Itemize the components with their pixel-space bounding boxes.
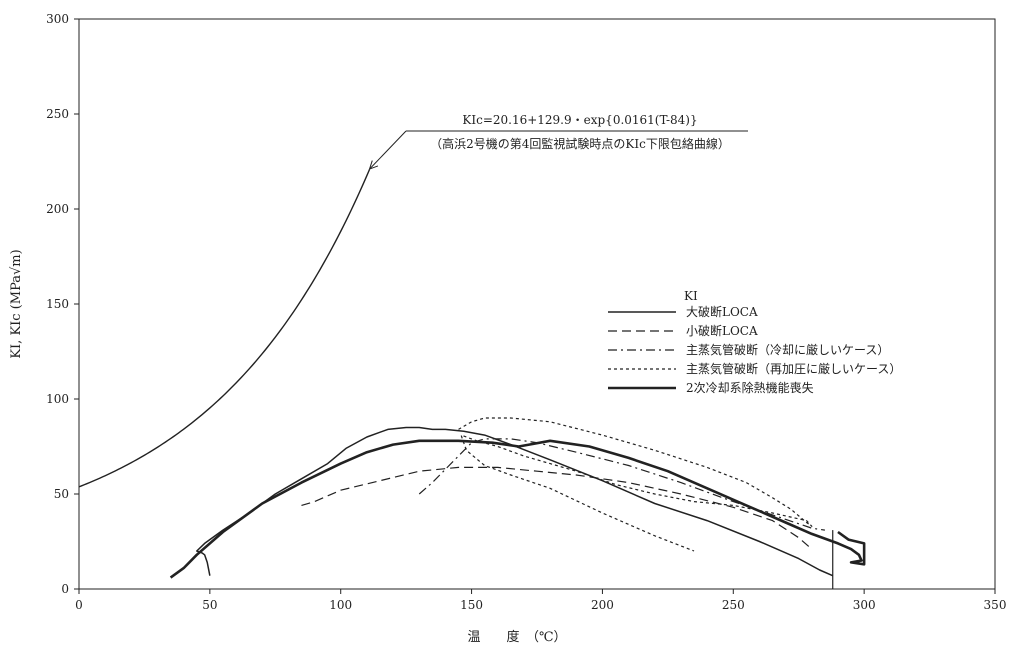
legend-label: 小破断LOCA bbox=[686, 323, 758, 338]
kic-curve-line bbox=[78, 169, 371, 488]
legend-label: 主蒸気管破断（冷却に厳しいケース） bbox=[686, 342, 889, 357]
y-tick-label: 150 bbox=[46, 297, 69, 311]
x-axis: 0 50 100 150 200 250 300 350 bbox=[75, 589, 1006, 612]
annotation-note: （高浜2号機の第4回監視試験時点のKIc下限包絡曲線） bbox=[430, 136, 730, 151]
y-axis: 0 50 100 150 200 250 300 bbox=[46, 12, 79, 596]
y-axis-title: KI, KIc (MPa√m) bbox=[9, 249, 24, 358]
series-line-1 bbox=[196, 426, 834, 577]
y-tick-label: 300 bbox=[46, 12, 69, 26]
x-tick-label: 200 bbox=[591, 598, 614, 612]
legend: KI 大破断LOCA 小破断LOCA 主蒸気管破断（冷却に厳しいケース） 主蒸気管破断… bbox=[608, 289, 901, 395]
y-tick-label: 0 bbox=[61, 582, 69, 596]
y-tick-label: 50 bbox=[54, 487, 69, 501]
series-layer bbox=[78, 169, 866, 589]
x-tick-label: 150 bbox=[460, 598, 483, 612]
x-tick-label: 250 bbox=[722, 598, 745, 612]
series-line-5 bbox=[169, 439, 866, 579]
series-line-3 bbox=[418, 438, 825, 531]
x-tick-label: 0 bbox=[75, 598, 83, 612]
x-tick-label: 300 bbox=[853, 598, 876, 612]
x-tick-label: 350 bbox=[984, 598, 1007, 612]
plot-area bbox=[78, 18, 996, 590]
legend-label: 2次冷却系除熱機能喪失 bbox=[686, 380, 814, 395]
series-line-2 bbox=[301, 466, 813, 550]
x-tick-label: 50 bbox=[202, 598, 217, 612]
plot-border bbox=[78, 18, 996, 590]
y-tick-label: 250 bbox=[46, 107, 69, 121]
series-line-4 bbox=[458, 417, 813, 552]
annotation-arrowhead bbox=[368, 160, 379, 170]
annotation-leader bbox=[369, 130, 407, 170]
legend-label: 大破断LOCA bbox=[686, 304, 758, 319]
annotation-formula: KIc=20.16+129.9・exp{0.0161(T-84)} bbox=[462, 113, 697, 127]
x-axis-title: 温 度 （℃） bbox=[467, 629, 566, 645]
legend-label: 主蒸気管破断（再加圧に厳しいケース） bbox=[686, 361, 901, 376]
y-tick-label: 100 bbox=[46, 392, 69, 406]
annotation: KIc=20.16+129.9・exp{0.0161(T-84)} （高浜2号機… bbox=[368, 113, 748, 170]
y-tick-label: 200 bbox=[46, 202, 69, 216]
x-tick-label: 100 bbox=[329, 598, 352, 612]
legend-title: KI bbox=[684, 289, 698, 303]
